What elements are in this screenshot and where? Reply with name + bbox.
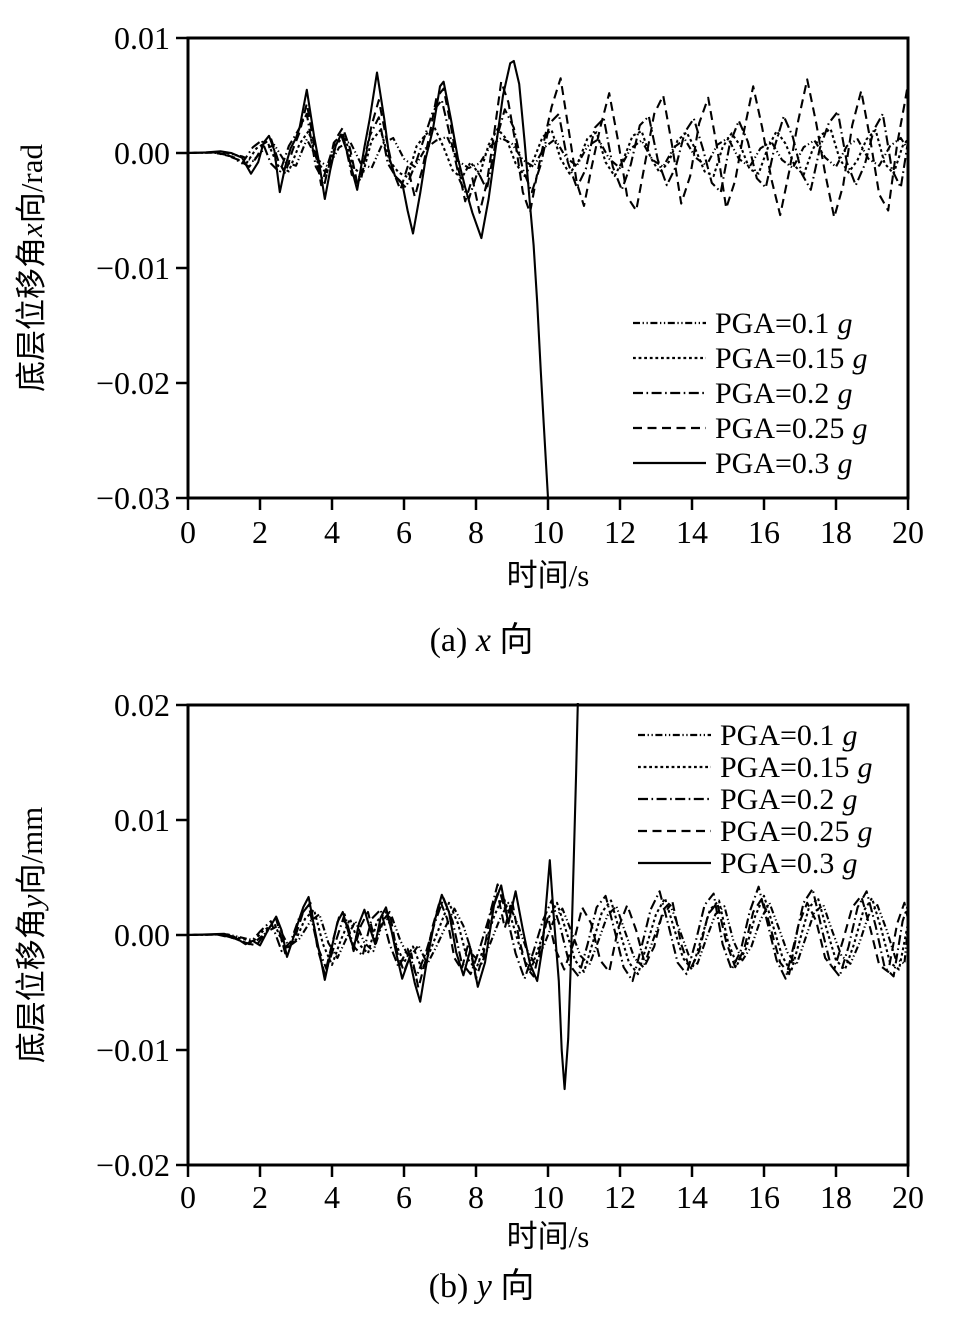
- x-axis-title-b: 时间/s: [507, 1219, 590, 1254]
- x-tick-label-b: 2: [252, 1179, 268, 1215]
- series-b-PGA=0.3 g: [187, 703, 579, 1091]
- y-tick-label-a: 0.00: [114, 135, 170, 171]
- y-tick-label-b: 0.01: [114, 802, 170, 838]
- x-tick-label-b: 20: [892, 1179, 924, 1215]
- y-tick-label-a: −0.03: [96, 480, 170, 516]
- legend-label-PGA=0.15: PGA=0.15 g: [720, 751, 872, 784]
- y-tick-label-a: 0.01: [114, 20, 170, 56]
- x-tick-label-a: 4: [324, 514, 340, 550]
- caption-a-prefix: (a): [429, 622, 476, 659]
- caption-a-variable: x: [475, 622, 491, 659]
- x-tick-label-b: 4: [324, 1179, 340, 1215]
- x-axis-title-a: 时间/s: [507, 558, 590, 593]
- series-a-PGA=0.25 g: [187, 77, 910, 219]
- x-tick-label-a: 6: [396, 514, 412, 550]
- y-tick-label-b: −0.02: [96, 1147, 170, 1183]
- legend-label-PGA=0.3: PGA=0.3 g: [715, 447, 852, 480]
- y-tick-label-b: 0.02: [114, 687, 170, 723]
- x-tick-label-b: 6: [396, 1179, 412, 1215]
- x-tick-label-b: 10: [532, 1179, 564, 1215]
- legend-label-PGA=0.25: PGA=0.25 g: [720, 815, 872, 848]
- y-tick-label-a: −0.01: [96, 250, 170, 286]
- legend-label-PGA=0.15: PGA=0.15 g: [715, 342, 867, 375]
- legend-label-PGA=0.1: PGA=0.1 g: [715, 307, 852, 340]
- x-tick-label-a: 14: [676, 514, 708, 550]
- legend-label-PGA=0.1: PGA=0.1 g: [720, 719, 857, 752]
- x-tick-label-b: 18: [820, 1179, 852, 1215]
- y-axis-title-b: 底层位移角y向/mm: [14, 807, 49, 1064]
- chart-b-svg: 0.02 0.01 0.00 −0.01 −0.02 0 2 4 6 8 10 12 14 16 18 20 时…: [14, 687, 924, 1254]
- x-tick-label-a: 20: [892, 514, 924, 550]
- series-a-PGA=0.15 g: [187, 126, 909, 180]
- caption-a-suffix: 向: [490, 622, 534, 659]
- y-tick-label-b: −0.01: [96, 1032, 170, 1068]
- series-a-PGA=0.3 g: [187, 59, 550, 499]
- y-tick-label-b: 0.00: [114, 917, 170, 953]
- series-b-PGA=0.1 g: [187, 901, 910, 969]
- legend-label-PGA=0.25: PGA=0.25 g: [715, 412, 867, 445]
- series-a-PGA=0.1 g: [187, 135, 909, 170]
- series-b-PGA=0.25 g: [187, 892, 910, 989]
- caption-b-prefix: (b): [428, 1268, 477, 1305]
- x-tick-label-b: 12: [604, 1179, 636, 1215]
- chart-a-svg: 0.01 0.00 −0.01 −0.02 −0.03 0 2 4 6 8 10 12 14 16 18 20…: [14, 20, 924, 593]
- y-axis-title-a: 底层位移角x向/rad: [14, 144, 49, 392]
- x-tick-label-a: 8: [468, 514, 484, 550]
- x-tick-label-a: 16: [748, 514, 780, 550]
- x-tick-label-b: 0: [180, 1179, 196, 1215]
- x-tick-label-a: 2: [252, 514, 268, 550]
- x-tick-label-a: 10: [532, 514, 564, 550]
- x-tick-label-a: 12: [604, 514, 636, 550]
- caption-a: (a) x 向: [0, 612, 963, 661]
- x-tick-label-b: 8: [468, 1179, 484, 1215]
- y-tick-label-a: −0.02: [96, 365, 170, 401]
- legend-label-PGA=0.3: PGA=0.3 g: [720, 847, 857, 880]
- x-tick-label-a: 18: [820, 514, 852, 550]
- x-tick-label-b: 14: [676, 1179, 708, 1215]
- legend-label-PGA=0.2: PGA=0.2 g: [720, 783, 857, 816]
- caption-b-suffix: 向: [491, 1268, 535, 1305]
- caption-b-variable: y: [476, 1268, 492, 1305]
- legend-label-PGA=0.2: PGA=0.2 g: [715, 377, 852, 410]
- caption-b: (b) y 向: [0, 1258, 963, 1307]
- x-tick-label-a: 0: [180, 514, 196, 550]
- x-tick-label-b: 16: [748, 1179, 780, 1215]
